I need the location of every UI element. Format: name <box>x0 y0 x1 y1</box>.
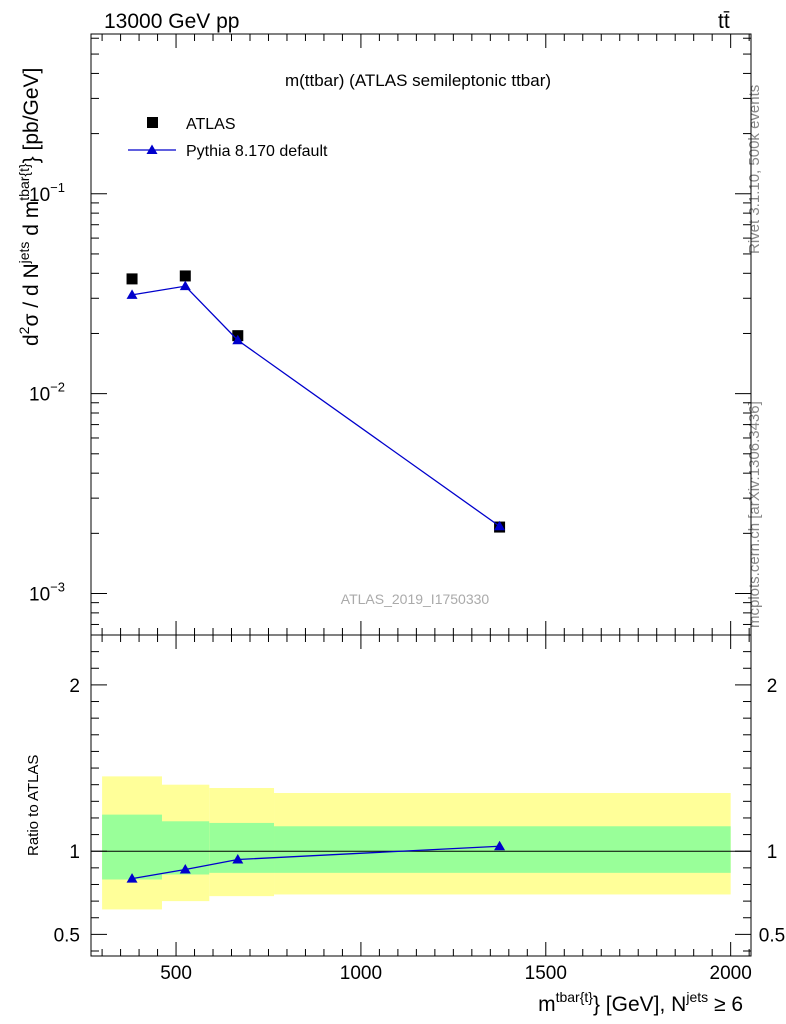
x-label-m: m <box>538 993 556 1016</box>
pythia-point <box>126 289 138 299</box>
x-label-tbar-sup: tbar{t} <box>556 989 594 1005</box>
y-tick-label-ratio-right: 0.5 <box>759 925 785 946</box>
y-label-sigma: σ / d N <box>20 263 43 326</box>
process-label: tt̄ <box>718 10 730 33</box>
watermark-label: ATLAS_2019_I1750330 <box>341 591 490 607</box>
y-tick-label-main: 10−3 <box>29 580 65 606</box>
y-label-jets-sup: jets <box>16 242 32 265</box>
pythia-line <box>131 285 500 527</box>
ratio-point <box>232 854 244 864</box>
ratio-point <box>179 864 191 874</box>
y-tick-label-ratio-left: 1 <box>69 842 80 863</box>
y-label-d: d <box>20 334 43 346</box>
legend: ATLAS Pythia 8.170 default <box>128 116 328 160</box>
x-label-units: } [GeV], N <box>593 993 686 1016</box>
chart-title: m(ttbar) (ATLAS semileptonic ttbar) <box>285 71 551 90</box>
y-tick-base: 10 <box>29 585 50 606</box>
y-axis-label: d2σ / d Njets d mtbar{t}} [pb/GeV] <box>16 68 43 346</box>
x-label-jets-sup: jets <box>685 989 708 1005</box>
y-tick-exponent: −2 <box>50 380 65 395</box>
y-tick-label-main: 10−1 <box>29 180 65 206</box>
y-tick-label-ratio-left: 2 <box>69 676 80 697</box>
y-tick-exponent: −1 <box>50 180 65 195</box>
atlas-data-point <box>179 270 191 282</box>
y-label-d-sup: 2 <box>16 326 32 334</box>
x-tick-label: 1000 <box>340 963 382 984</box>
pythia-point <box>232 334 244 345</box>
y-tick-base: 10 <box>29 385 50 406</box>
legend-atlas-marker <box>147 117 158 128</box>
y-tick-label-ratio-right: 1 <box>767 842 778 863</box>
y-tick-label-ratio-right: 2 <box>767 676 778 697</box>
energy-label: 13000 GeV pp <box>104 10 240 33</box>
green-band-2 <box>209 822 275 873</box>
pythia-point <box>494 520 506 531</box>
y-tick-base: 10 <box>29 185 50 206</box>
y-tick-label-main: 10−2 <box>29 380 65 406</box>
pythia-point <box>179 280 191 291</box>
x-axis-label: mtbar{t}} [GeV], Njets ≥ 6 <box>538 989 743 1016</box>
ratio-point <box>494 840 506 851</box>
ratio-y-axis-label: Ratio to ATLAS <box>25 755 42 856</box>
x-label-cut: ≥ 6 <box>708 993 743 1016</box>
legend-atlas-label: ATLAS <box>186 116 236 133</box>
ratio-point <box>126 873 138 883</box>
x-tick-label: 2000 <box>710 963 752 984</box>
x-tick-label: 500 <box>160 963 192 984</box>
y-label-tbar-sup: tbar{t} <box>16 163 32 201</box>
y-tick-exponent: −3 <box>50 580 65 595</box>
atlas-data-point <box>126 273 138 285</box>
y-label-units: } [pb/GeV] <box>20 68 43 164</box>
ratio-panel-frame <box>90 634 752 957</box>
ratio-line <box>131 845 500 880</box>
y-label-dm: d m <box>20 201 43 242</box>
y-tick-label-ratio-left: 0.5 <box>54 925 80 946</box>
legend-pythia-label: Pythia 8.170 default <box>186 143 328 160</box>
x-tick-label: 1500 <box>525 963 567 984</box>
legend-pythia-marker <box>146 144 158 154</box>
green-band-0 <box>102 814 162 880</box>
